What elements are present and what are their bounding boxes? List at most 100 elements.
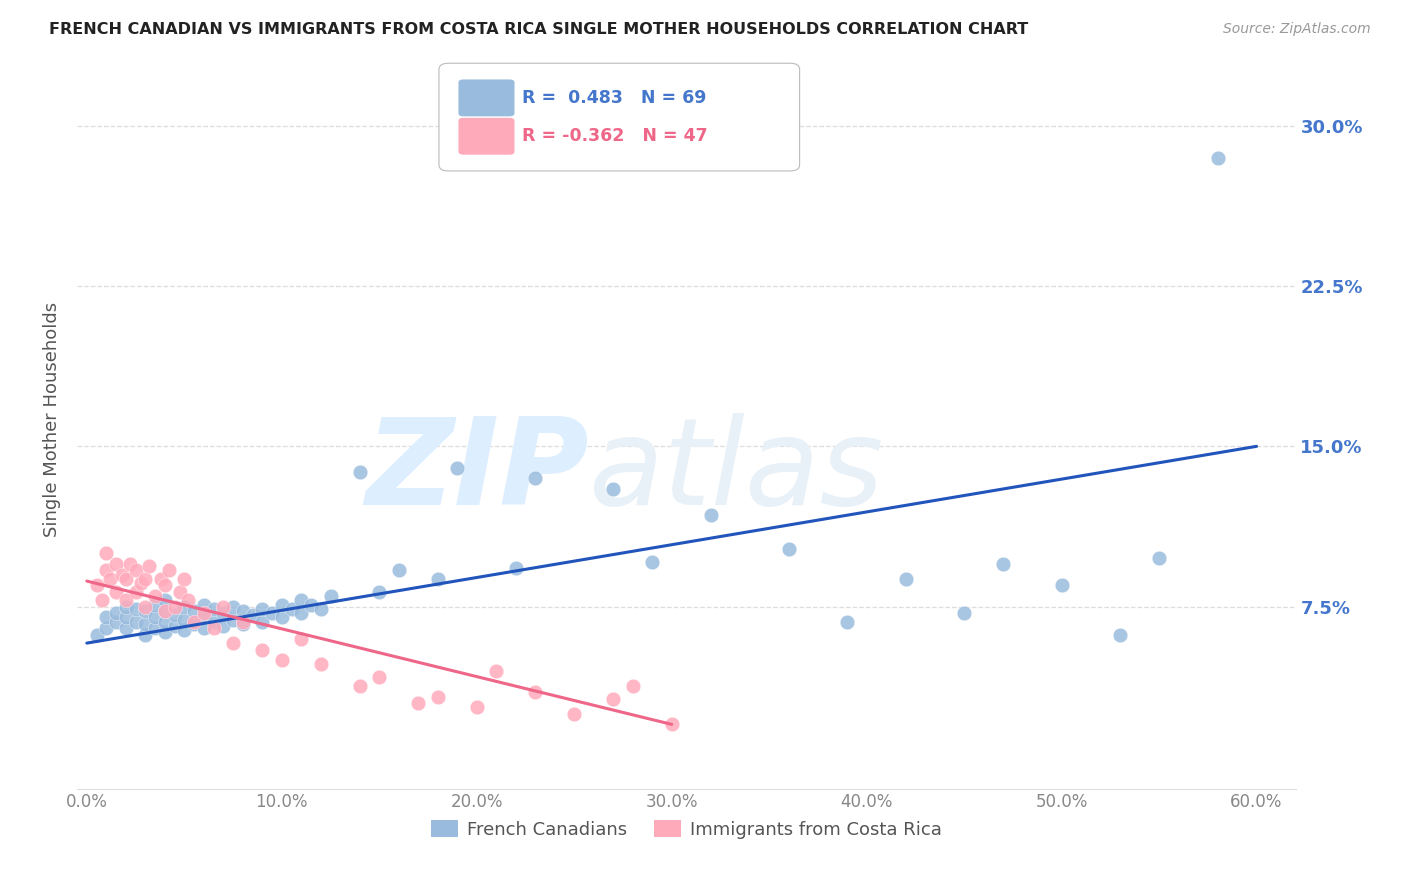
Point — [173, 613, 195, 627]
Point — [699, 508, 721, 522]
Point — [349, 679, 371, 693]
Point — [111, 567, 134, 582]
Point — [368, 670, 391, 684]
Point — [153, 604, 176, 618]
Point — [98, 572, 121, 586]
FancyBboxPatch shape — [439, 63, 800, 171]
Point — [309, 602, 332, 616]
Point — [163, 599, 186, 614]
FancyBboxPatch shape — [458, 118, 515, 154]
Point — [280, 602, 302, 616]
Point — [134, 599, 156, 614]
Point — [193, 610, 215, 624]
Point — [270, 598, 292, 612]
Point — [252, 602, 274, 616]
Point — [114, 593, 136, 607]
Point — [153, 593, 176, 607]
Point — [124, 584, 146, 599]
Point — [270, 653, 292, 667]
Point — [232, 615, 254, 629]
Point — [183, 615, 205, 629]
Point — [118, 557, 141, 571]
Point — [134, 604, 156, 618]
Point — [485, 664, 508, 678]
Point — [1050, 578, 1073, 592]
Point — [212, 606, 235, 620]
Point — [252, 642, 274, 657]
Point — [163, 608, 186, 623]
Point — [222, 599, 245, 614]
Point — [105, 557, 128, 571]
Point — [894, 572, 917, 586]
Point — [661, 717, 683, 731]
Point — [1109, 627, 1132, 641]
Point — [105, 584, 128, 599]
Point — [124, 615, 146, 629]
Text: R =  0.483   N = 69: R = 0.483 N = 69 — [522, 89, 706, 107]
Text: R = -0.362   N = 47: R = -0.362 N = 47 — [522, 128, 707, 145]
Point — [134, 616, 156, 631]
Point — [157, 563, 180, 577]
Point — [86, 627, 108, 641]
Point — [105, 615, 128, 629]
Point — [406, 696, 429, 710]
Point — [242, 608, 264, 623]
Point — [465, 700, 488, 714]
Point — [602, 691, 624, 706]
Point — [183, 616, 205, 631]
Point — [349, 465, 371, 479]
Point — [299, 598, 322, 612]
Point — [621, 679, 644, 693]
Point — [163, 619, 186, 633]
Point — [991, 557, 1014, 571]
Point — [953, 606, 976, 620]
Point — [86, 578, 108, 592]
Point — [426, 572, 449, 586]
Point — [222, 613, 245, 627]
Point — [143, 598, 166, 612]
Point — [114, 621, 136, 635]
Point — [173, 572, 195, 586]
Text: Source: ZipAtlas.com: Source: ZipAtlas.com — [1223, 22, 1371, 37]
Point — [309, 657, 332, 672]
Point — [96, 563, 118, 577]
Point — [173, 624, 195, 638]
Point — [446, 460, 468, 475]
Point — [1147, 550, 1170, 565]
Point — [173, 599, 195, 614]
Point — [290, 632, 312, 646]
Point — [143, 610, 166, 624]
Point — [153, 615, 176, 629]
Point — [222, 636, 245, 650]
Point — [138, 559, 160, 574]
Y-axis label: Single Mother Households: Single Mother Households — [44, 302, 60, 537]
Point — [131, 576, 153, 591]
Point — [388, 563, 411, 577]
Point — [153, 604, 176, 618]
Point — [193, 606, 215, 620]
Legend: French Canadians, Immigrants from Costa Rica: French Canadians, Immigrants from Costa … — [423, 814, 949, 846]
Point — [96, 610, 118, 624]
Text: FRENCH CANADIAN VS IMMIGRANTS FROM COSTA RICA SINGLE MOTHER HOUSEHOLDS CORRELATI: FRENCH CANADIAN VS IMMIGRANTS FROM COSTA… — [49, 22, 1028, 37]
Point — [91, 593, 114, 607]
Point — [505, 561, 527, 575]
Point — [114, 610, 136, 624]
Point — [524, 471, 547, 485]
Point — [837, 615, 859, 629]
Point — [143, 621, 166, 635]
Point — [270, 610, 292, 624]
Point — [602, 482, 624, 496]
Point — [134, 572, 156, 586]
Point — [778, 541, 800, 556]
Point — [143, 589, 166, 603]
Point — [202, 621, 225, 635]
Point — [641, 555, 664, 569]
Point — [193, 621, 215, 635]
Point — [290, 606, 312, 620]
Point — [153, 625, 176, 640]
Point — [183, 604, 205, 618]
Point — [319, 589, 342, 603]
Point — [202, 602, 225, 616]
Point — [96, 546, 118, 560]
Point — [124, 563, 146, 577]
